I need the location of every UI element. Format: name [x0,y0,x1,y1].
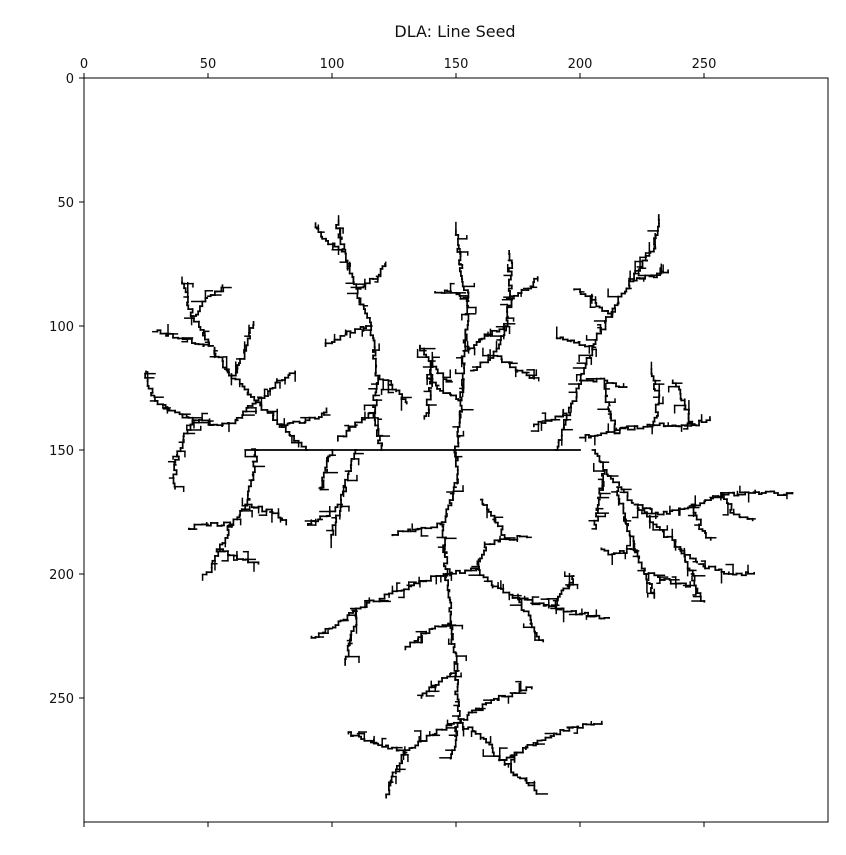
x-tick-label: 50 [200,57,217,72]
x-tick-label: 0 [80,57,88,72]
x-tick-label: 200 [568,57,593,72]
y-tick-label: 150 [49,444,74,459]
x-tick-label: 250 [692,57,717,72]
y-axis-left: 0 50 100 150 200 250 [49,72,84,707]
y-tick-label: 50 [57,196,74,211]
chart-title: DLA: Line Seed [394,22,515,41]
x-tick-label: 150 [444,57,469,72]
y-tick-label: 100 [49,320,74,335]
y-tick-label: 0 [66,72,74,87]
y-tick-label: 250 [49,692,74,707]
x-tick-label: 100 [320,57,345,72]
y-tick-label: 200 [49,568,74,583]
x-axis-top: 0 50 100 150 200 250 [80,57,717,827]
dla-aggregate [144,214,794,799]
